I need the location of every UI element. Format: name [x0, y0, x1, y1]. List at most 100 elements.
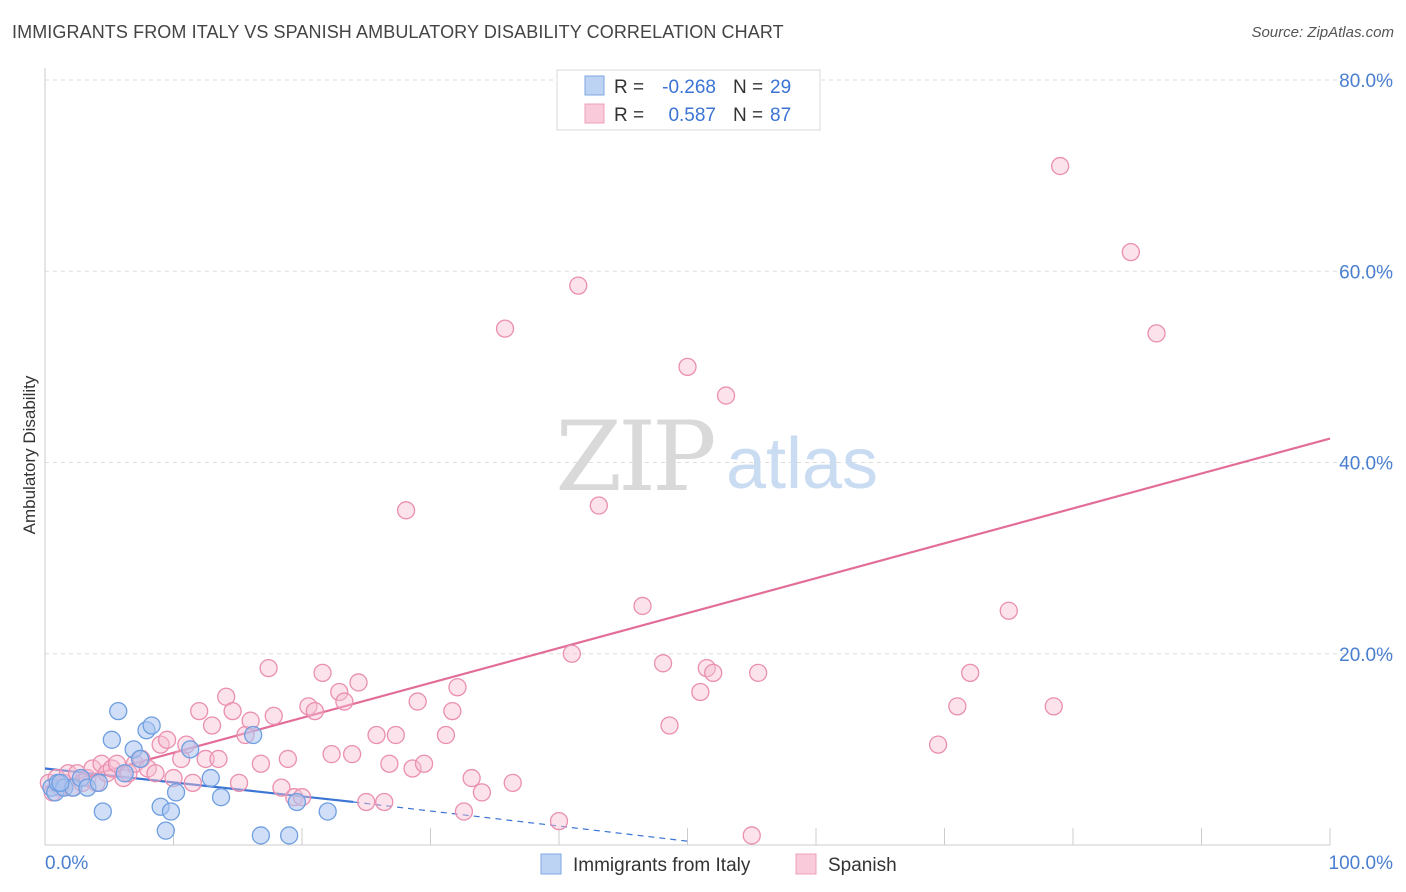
- spanish-point: [999, 601, 1018, 620]
- x-tick-labels: 0.0% 100.0%: [45, 853, 1393, 874]
- spanish-point: [678, 357, 697, 377]
- italy-point: [115, 764, 134, 783]
- italy-point: [318, 802, 337, 821]
- spanish-point: [349, 673, 368, 692]
- italy-point: [161, 802, 181, 821]
- spanish-point: [549, 811, 569, 831]
- spanish-point: [396, 501, 416, 520]
- italy-point: [142, 716, 161, 735]
- x-ticks: [44, 828, 1331, 845]
- y-tick-label: 40.0%: [1339, 454, 1393, 475]
- y-tick-label: 60.0%: [1339, 262, 1393, 283]
- spanish-point: [367, 725, 386, 745]
- spanish-point: [386, 725, 405, 745]
- spanish-point: [589, 496, 608, 515]
- spanish-point: [330, 682, 349, 702]
- spanish-point: [1147, 324, 1166, 343]
- spanish-point: [472, 783, 492, 802]
- spanish-point: [342, 745, 362, 764]
- italy-point: [244, 725, 263, 745]
- legend-r-value: -0.268: [662, 77, 716, 98]
- legend-r-label: R =: [614, 105, 644, 126]
- italy-point: [181, 740, 200, 759]
- legend-n-label: N =: [733, 77, 763, 98]
- spanish-point: [202, 716, 222, 735]
- spanish-point: [503, 773, 522, 792]
- spanish-point: [278, 749, 298, 769]
- y-tick-label: 80.0%: [1339, 71, 1393, 92]
- spanish-point: [251, 754, 271, 773]
- italy-point: [287, 792, 307, 812]
- spanish-point: [1121, 242, 1140, 262]
- spanish-point: [1051, 156, 1070, 176]
- italy-points: [42, 701, 337, 845]
- spanish-point: [183, 773, 202, 792]
- gridlines: [45, 79, 1393, 655]
- spanish-point: [562, 644, 581, 663]
- spanish-points: [39, 156, 1166, 845]
- spanish-point: [653, 654, 673, 673]
- spanish-point: [716, 386, 736, 405]
- watermark-zip: ZIP: [555, 401, 714, 513]
- spanish-point: [264, 706, 283, 726]
- legend-swatch-spanish: [795, 853, 817, 875]
- legend-swatch-pink: [584, 103, 605, 124]
- italy-point: [251, 826, 271, 845]
- legend-n-label: N =: [733, 105, 763, 126]
- spanish-point: [961, 663, 980, 683]
- legend-swatch-blue: [584, 75, 605, 96]
- spanish-point: [443, 701, 462, 721]
- spanish-point: [146, 764, 165, 783]
- y-tick-label: 20.0%: [1339, 645, 1393, 666]
- spanish-point: [660, 716, 679, 735]
- y-tick-labels: 20.0% 40.0% 60.0% 80.0%: [1339, 71, 1393, 666]
- source-credit: Source: ZipAtlas.com: [1251, 24, 1394, 41]
- spanish-point: [92, 754, 111, 773]
- italy-trend-extension: [353, 801, 688, 842]
- spanish-point: [196, 749, 215, 769]
- legend-swatch-italy: [540, 853, 562, 875]
- spanish-point: [190, 701, 209, 721]
- spanish-point: [209, 749, 228, 769]
- x-tick-label: 0.0%: [45, 853, 88, 874]
- spanish-point: [495, 319, 515, 338]
- x-tick-label: 100.0%: [1329, 853, 1394, 874]
- spanish-point: [305, 701, 325, 721]
- legend-n-value: 87: [770, 105, 791, 126]
- spanish-point: [633, 596, 652, 616]
- spanish-point: [749, 663, 768, 683]
- legend-r-label: R =: [614, 77, 644, 98]
- italy-point: [279, 826, 299, 845]
- spanish-point: [454, 802, 474, 821]
- legend-r-value: 0.587: [668, 105, 716, 126]
- spanish-point: [403, 759, 422, 778]
- spanish-point: [436, 725, 456, 745]
- chart-title: IMMIGRANTS FROM ITALY VS SPANISH AMBULAT…: [12, 22, 784, 42]
- italy-point: [211, 788, 231, 807]
- y-axis-label: Ambulatory Disability: [20, 375, 39, 534]
- spanish-point: [157, 730, 177, 749]
- italy-point: [93, 802, 112, 821]
- spanish-point: [357, 792, 376, 812]
- spanish-point: [375, 792, 394, 812]
- spanish-point: [313, 663, 332, 683]
- spanish-point: [414, 754, 434, 773]
- italy-point: [109, 701, 128, 721]
- spanish-point: [569, 276, 588, 295]
- spanish-point: [948, 697, 967, 716]
- italy-point: [201, 768, 220, 788]
- watermark-atlas: atlas: [726, 424, 878, 504]
- spanish-point: [380, 754, 399, 773]
- italy-point: [156, 821, 175, 840]
- watermark: ZIP atlas: [555, 401, 878, 513]
- spanish-point: [462, 768, 481, 788]
- legend-label-italy: Immigrants from Italy: [573, 855, 751, 876]
- spanish-point: [272, 778, 291, 797]
- spanish-point: [1044, 697, 1063, 716]
- spanish-point: [691, 682, 710, 702]
- spanish-point: [928, 735, 948, 754]
- spanish-point: [335, 692, 354, 711]
- spanish-point: [223, 701, 242, 721]
- stats-legend: R = -0.268 N = 29 R = 0.587 N = 87: [556, 69, 821, 131]
